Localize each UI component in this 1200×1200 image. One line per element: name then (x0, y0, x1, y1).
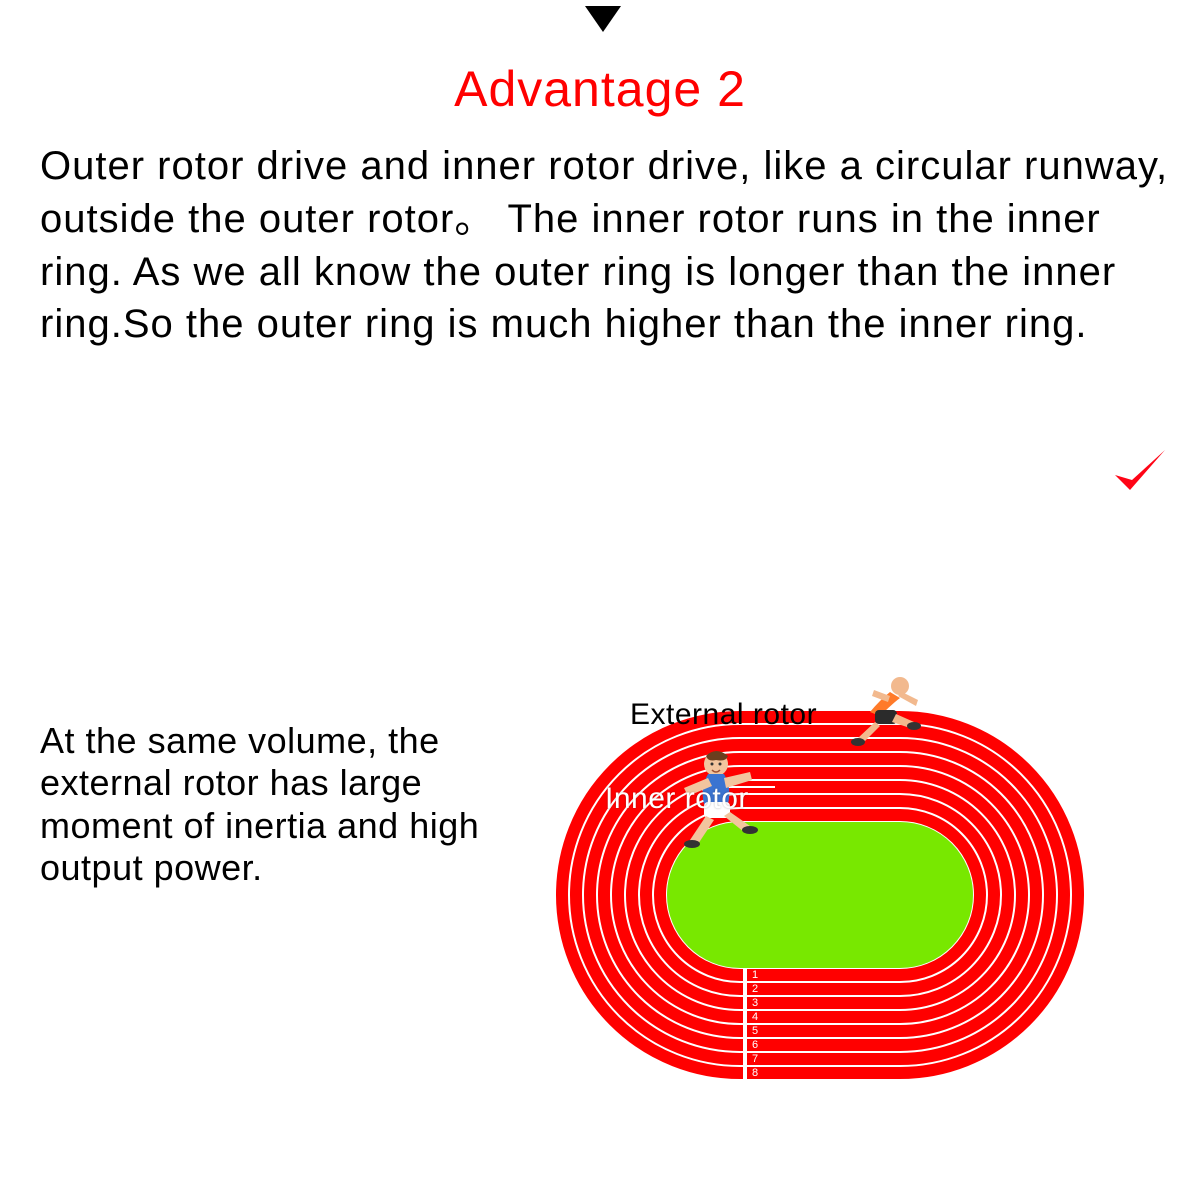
label-external-rotor: External rotor (630, 698, 817, 732)
svg-text:7: 7 (752, 1053, 758, 1065)
svg-text:5: 5 (752, 1025, 758, 1037)
secondary-paragraph: At the same volume, the external rotor h… (40, 720, 510, 890)
svg-text:8: 8 (752, 1067, 758, 1079)
label-inner-rotor: Inner rotor (605, 782, 749, 816)
svg-text:4: 4 (752, 1011, 758, 1023)
section-title: Advantage 2 (0, 60, 1200, 118)
svg-text:2: 2 (752, 983, 758, 995)
runner-outer-icon (840, 672, 930, 752)
svg-text:3: 3 (752, 997, 758, 1009)
triangle-down-icon (585, 6, 621, 32)
svg-text:1: 1 (752, 969, 758, 981)
main-paragraph: Outer rotor drive and inner rotor drive,… (40, 140, 1170, 351)
checkmark-icon (1110, 445, 1170, 500)
track-diagram: 1 2 3 4 5 6 7 8 (545, 680, 1095, 1100)
svg-text:6: 6 (752, 1039, 758, 1051)
